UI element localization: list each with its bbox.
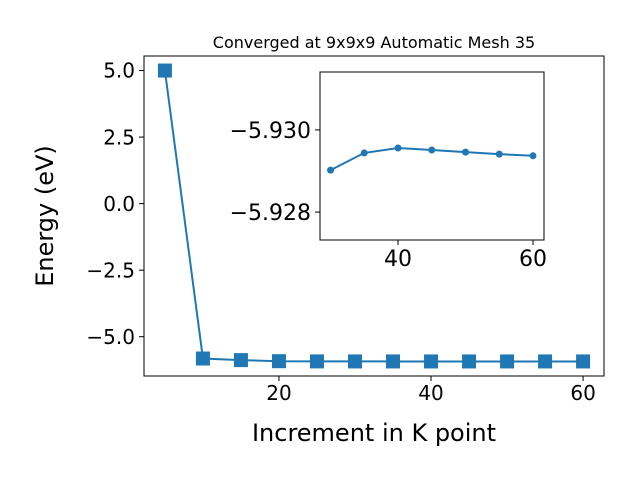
marker xyxy=(157,63,172,78)
marker xyxy=(386,354,401,369)
marker xyxy=(462,148,470,156)
marker xyxy=(394,144,402,152)
marker xyxy=(500,354,515,369)
y-tick-label: 2.5 xyxy=(103,125,135,149)
x-axis-label: Increment in K point xyxy=(252,419,496,447)
x-tick-label: 60 xyxy=(519,247,547,272)
marker xyxy=(495,150,503,158)
marker xyxy=(529,152,537,160)
y-tick-label: −5.930 xyxy=(230,119,311,144)
x-tick-label: 40 xyxy=(384,247,412,272)
plot-area xyxy=(320,72,544,240)
x-tick-label: 40 xyxy=(418,381,443,405)
marker xyxy=(538,354,553,369)
y-tick-label: −2.5 xyxy=(86,258,135,282)
marker xyxy=(360,149,368,157)
plot-frame xyxy=(319,71,545,241)
x-tick-label: 60 xyxy=(570,381,595,405)
marker xyxy=(233,353,248,368)
plot-frame xyxy=(143,55,605,377)
marker xyxy=(271,354,286,369)
y-tick-label: 0.0 xyxy=(103,192,135,216)
y-tick-label: 5.0 xyxy=(103,59,135,83)
x-tick-label: 20 xyxy=(266,381,291,405)
marker xyxy=(428,146,436,154)
marker xyxy=(462,354,477,369)
marker xyxy=(347,354,362,369)
marker xyxy=(576,354,591,369)
marker xyxy=(195,351,210,366)
marker xyxy=(309,354,324,369)
chart-title: Converged at 9x9x9 Automatic Mesh 35 xyxy=(213,33,535,52)
y-tick-label: −5.0 xyxy=(86,325,135,349)
marker xyxy=(424,354,439,369)
marker xyxy=(327,166,335,174)
y-axis-label: Energy (eV) xyxy=(31,145,59,287)
y-tick-label: −5.928 xyxy=(230,201,311,226)
